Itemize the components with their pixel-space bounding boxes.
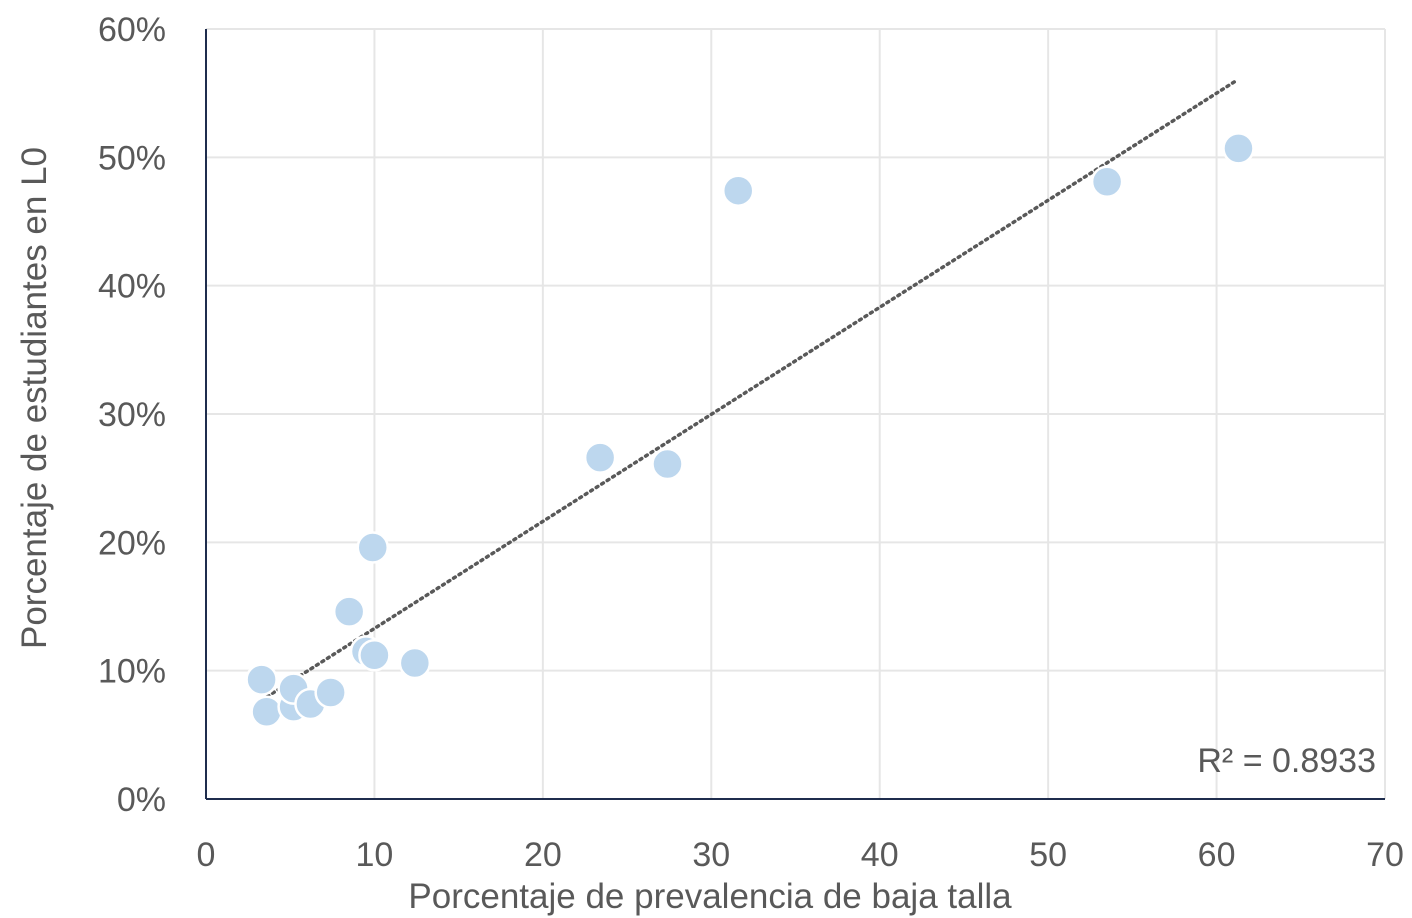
- y-axis-title: Porcentaje de estudiantes en L0: [15, 147, 54, 649]
- y-tick-labels: 0% 10% 20% 30% 40% 50% 60%: [98, 11, 166, 819]
- x-tick-label-1: 10: [356, 836, 394, 874]
- data-point-10: [398, 646, 432, 680]
- data-point-1: [250, 695, 283, 728]
- data-point-14: [1090, 165, 1124, 198]
- grid: [206, 28, 1386, 799]
- x-tick-label-4: 40: [861, 836, 899, 874]
- data-point-0: [245, 663, 278, 696]
- data-point-13: [721, 174, 755, 207]
- trendline: [259, 78, 1239, 702]
- data-point-9: [358, 639, 391, 672]
- x-tick-label-5: 50: [1029, 836, 1067, 874]
- data-point-11: [583, 441, 617, 474]
- data-point-15: [1222, 132, 1255, 165]
- y-tick-label-4: 40%: [98, 268, 166, 306]
- data-point-6: [332, 595, 366, 628]
- data-points: [245, 132, 1255, 728]
- data-point-12: [651, 447, 684, 481]
- y-tick-label-5: 50%: [98, 139, 166, 177]
- data-point-8: [356, 531, 389, 564]
- y-tick-label-6: 60%: [98, 11, 166, 49]
- y-tick-label-2: 20%: [98, 524, 166, 562]
- y-tick-label-0: 0%: [117, 781, 166, 819]
- data-point-5: [314, 676, 347, 709]
- x-tick-label-7: 70: [1366, 836, 1404, 874]
- x-axis-title: Porcentaje de prevalencia de baja talla: [408, 877, 1012, 916]
- x-tick-labels: 0 10 20 30 40 50 60 70: [197, 836, 1404, 874]
- r-squared-annotation: R² = 0.8933: [1197, 742, 1376, 780]
- x-tick-label-6: 60: [1198, 836, 1236, 874]
- trendline-layer: [259, 78, 1239, 702]
- x-tick-label-0: 0: [197, 836, 216, 874]
- y-tick-label-1: 10%: [98, 653, 166, 691]
- y-tick-label-3: 30%: [98, 396, 166, 434]
- axes: [205, 29, 1385, 800]
- x-tick-label-3: 30: [692, 836, 730, 874]
- x-tick-label-2: 20: [524, 836, 562, 874]
